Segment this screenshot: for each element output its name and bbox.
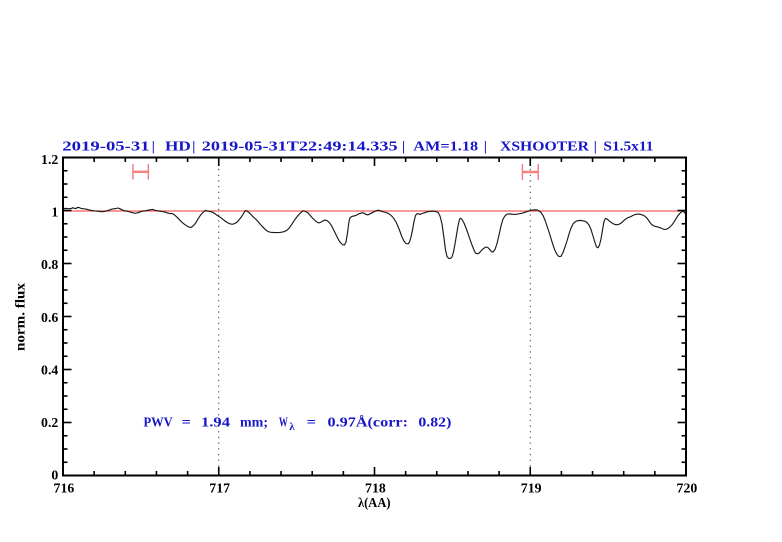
svg-text:716: 716 bbox=[54, 480, 75, 495]
svg-text:S1.5x11: S1.5x11 bbox=[603, 140, 653, 155]
svg-text:λ: λ bbox=[289, 421, 295, 433]
svg-text:0.6: 0.6 bbox=[41, 310, 58, 325]
svg-text:|: | bbox=[402, 140, 405, 155]
svg-text:=: = bbox=[182, 415, 191, 430]
svg-text:0.97Å(corr:: 0.97Å(corr: bbox=[328, 414, 409, 430]
svg-text:0: 0 bbox=[51, 468, 58, 483]
svg-text:|: | bbox=[484, 140, 487, 155]
svg-text:717: 717 bbox=[209, 480, 230, 495]
svg-text:1.94: 1.94 bbox=[201, 415, 230, 430]
svg-text:AM=1.18: AM=1.18 bbox=[413, 140, 478, 155]
svg-text:1: 1 bbox=[51, 205, 58, 220]
svg-text:PWV: PWV bbox=[144, 415, 173, 430]
svg-text:HD: HD bbox=[165, 140, 191, 155]
svg-text:718: 718 bbox=[365, 480, 386, 495]
svg-text:0.2: 0.2 bbox=[41, 415, 58, 430]
svg-text:mm;: mm; bbox=[240, 415, 268, 430]
svg-text:|: | bbox=[192, 140, 195, 155]
svg-text:0.4: 0.4 bbox=[41, 362, 58, 377]
svg-text:719: 719 bbox=[521, 480, 542, 495]
svg-text:XSHOOTER: XSHOOTER bbox=[500, 140, 590, 155]
svg-text:|: | bbox=[152, 140, 155, 155]
svg-text:=: = bbox=[307, 415, 316, 430]
svg-text:W: W bbox=[279, 415, 288, 430]
svg-text:720: 720 bbox=[677, 480, 698, 495]
svg-text:2019-05-31: 2019-05-31 bbox=[62, 140, 149, 155]
svg-text:|: | bbox=[594, 140, 597, 155]
svg-text:norm. flux: norm. flux bbox=[13, 283, 28, 351]
svg-text:2019-05-31T22:49:14.335: 2019-05-31T22:49:14.335 bbox=[202, 140, 398, 155]
svg-text:0.8: 0.8 bbox=[41, 257, 58, 272]
svg-text:1.2: 1.2 bbox=[41, 152, 58, 167]
svg-text:0.82): 0.82) bbox=[418, 415, 451, 430]
svg-text:λ(AA): λ(AA) bbox=[358, 495, 391, 510]
